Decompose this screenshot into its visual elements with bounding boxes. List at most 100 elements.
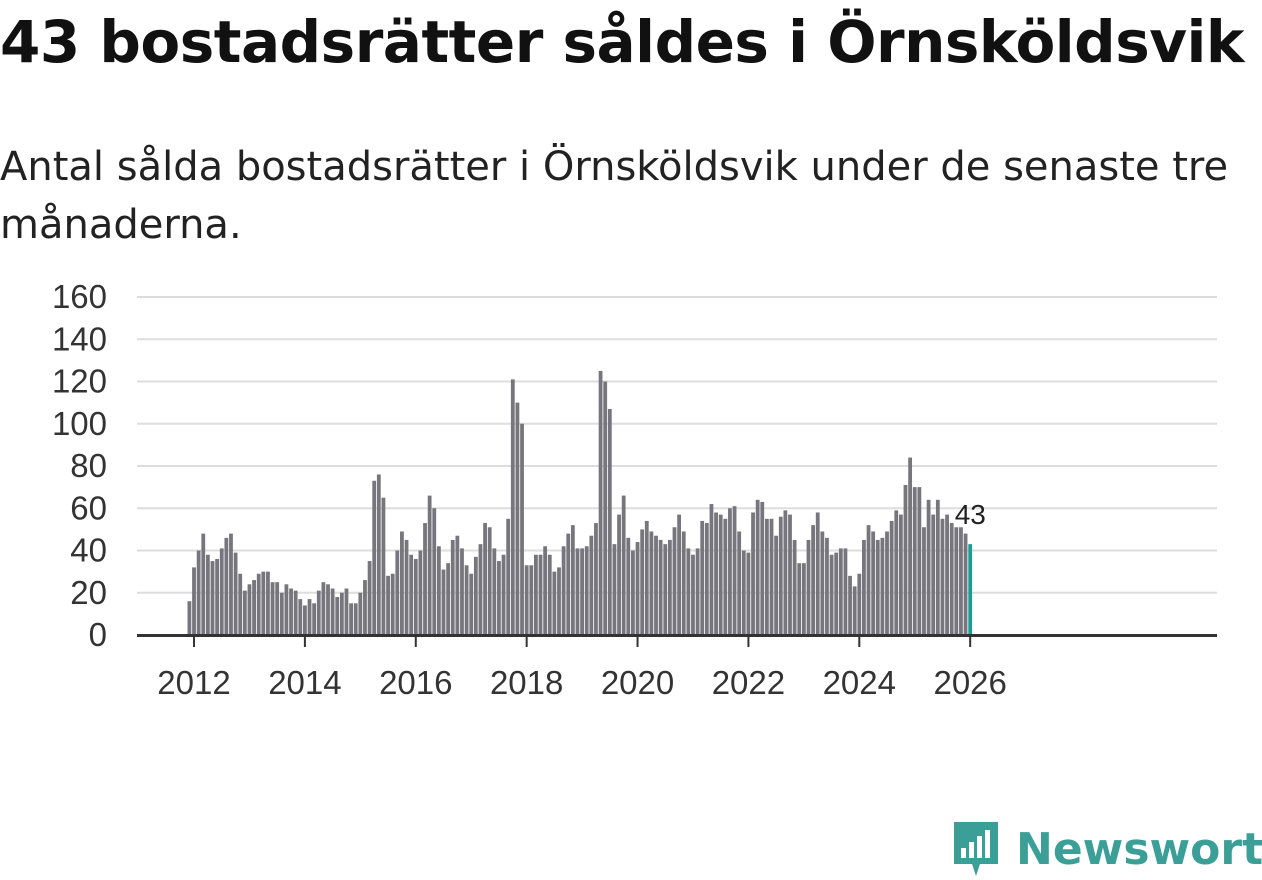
bar — [344, 588, 349, 635]
y-tick-label-5: 100 — [52, 405, 107, 442]
bar — [728, 508, 732, 635]
bar — [949, 523, 954, 635]
bar — [875, 539, 880, 635]
bar — [894, 510, 899, 635]
bar — [746, 552, 751, 635]
bar — [857, 573, 862, 635]
bar — [566, 533, 571, 635]
bar — [289, 588, 293, 635]
bar — [617, 514, 621, 635]
bar — [460, 548, 464, 635]
bar — [219, 548, 224, 635]
bar — [395, 550, 400, 635]
bar — [954, 527, 959, 635]
newsworthy-logo-icon — [954, 822, 998, 876]
bar — [192, 567, 196, 635]
bar — [205, 554, 210, 635]
bars — [187, 370, 973, 636]
bar — [575, 548, 580, 635]
bar — [626, 537, 631, 635]
x-axis-ticks: 2012 2014 2016 2018 2020 2022 2024 2026 — [157, 635, 1007, 701]
bar — [349, 603, 353, 635]
bar — [501, 554, 506, 635]
bar — [381, 497, 386, 635]
bar — [224, 537, 229, 635]
bar — [483, 523, 487, 635]
bar — [644, 520, 649, 635]
y-tick-label-3: 60 — [70, 489, 107, 526]
bar — [215, 558, 220, 635]
bar — [862, 539, 866, 635]
bar — [279, 592, 284, 635]
bar — [275, 582, 280, 635]
bar — [418, 550, 423, 635]
latest-value-label: 43 — [955, 499, 986, 530]
x-tick-label-2026: 2026 — [933, 664, 1006, 701]
bar — [469, 573, 474, 635]
y-tick-label-1: 20 — [70, 574, 107, 611]
bar — [903, 485, 908, 635]
bar — [815, 512, 820, 635]
bar — [201, 533, 206, 635]
bar — [945, 514, 949, 635]
x-tick-label-2016: 2016 — [379, 664, 452, 701]
bar — [788, 514, 792, 635]
bar — [210, 561, 215, 635]
bar — [316, 590, 321, 635]
gridlines — [137, 296, 1217, 594]
bar — [594, 523, 598, 635]
bar — [912, 487, 917, 636]
bar — [935, 499, 940, 635]
y-tick-label-8: 160 — [52, 278, 107, 315]
bar — [940, 518, 945, 635]
bar — [247, 584, 252, 635]
bar — [229, 533, 233, 635]
bar — [880, 537, 885, 635]
bar — [538, 554, 543, 635]
bar — [959, 527, 963, 635]
bar — [284, 584, 289, 635]
bar — [441, 569, 446, 635]
bar — [792, 539, 797, 635]
newsworthy-brand: Newsworthy — [950, 818, 1262, 880]
bar — [510, 379, 515, 635]
bar — [732, 506, 737, 635]
bar — [658, 539, 663, 635]
y-tick-label-2: 40 — [70, 532, 107, 569]
bar — [372, 480, 377, 635]
bar — [187, 601, 192, 635]
x-tick-label-2020: 2020 — [601, 664, 674, 701]
bar — [506, 518, 511, 635]
bar — [543, 546, 548, 635]
bar — [330, 588, 335, 635]
bar — [931, 514, 936, 635]
bar — [400, 531, 404, 635]
bar — [390, 573, 395, 635]
bar — [663, 544, 668, 635]
bar — [303, 605, 307, 635]
bar — [487, 527, 492, 635]
bar — [321, 582, 326, 635]
bar — [196, 550, 201, 635]
bar — [778, 516, 783, 635]
bar — [686, 548, 691, 635]
bar — [825, 537, 829, 635]
bar — [413, 558, 418, 635]
bar — [580, 548, 584, 635]
bar — [603, 381, 608, 635]
bar — [866, 525, 871, 635]
bar — [404, 539, 409, 635]
bar — [838, 548, 843, 635]
bar — [358, 592, 363, 635]
bar — [339, 592, 344, 635]
y-tick-label-0: 0 — [89, 616, 107, 653]
bar — [649, 531, 654, 635]
bar — [806, 539, 811, 635]
bar — [843, 548, 848, 635]
bar — [261, 571, 266, 636]
x-tick-label-2018: 2018 — [490, 664, 563, 701]
bar — [584, 546, 589, 635]
bar — [557, 567, 561, 635]
bar — [534, 554, 538, 635]
bar — [797, 563, 802, 635]
